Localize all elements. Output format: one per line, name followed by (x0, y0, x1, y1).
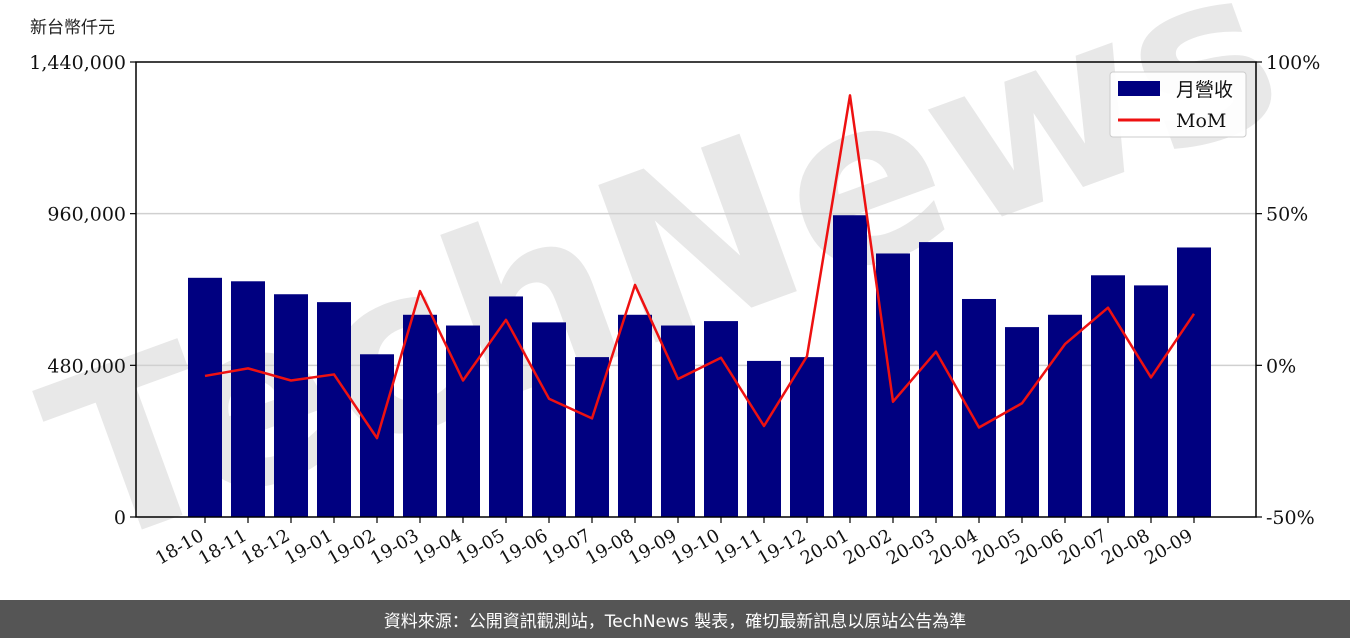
y-axis-unit-label: 新台幣仟元 (30, 18, 115, 38)
legend-bar-swatch (1118, 81, 1160, 96)
x-tick-label: 19-02 (324, 525, 379, 569)
left-tick-label: 1,440,000 (29, 52, 126, 74)
bar-19-05 (489, 296, 523, 517)
left-tick-label: 480,000 (47, 355, 126, 377)
bar-20-07 (1091, 275, 1125, 517)
x-tick-label: 19-04 (410, 525, 465, 569)
right-y-ticks: -50% 0% 50% 100% (1256, 52, 1320, 529)
bar-19-10 (704, 321, 738, 517)
x-tick-label: 20-02 (840, 525, 895, 569)
bar-20-02 (876, 253, 910, 517)
right-tick-label: 100% (1266, 52, 1320, 74)
left-tick-label: 960,000 (47, 204, 126, 226)
x-tick-label: 20-08 (1098, 525, 1153, 569)
x-tick-label: 19-10 (668, 525, 723, 569)
bar-20-09 (1177, 247, 1211, 517)
x-tick-label: 20-07 (1055, 525, 1110, 569)
x-tick-label: 20-06 (1012, 525, 1067, 569)
x-tick-label: 19-05 (453, 525, 508, 569)
axes (135, 61, 1257, 518)
x-tick-label: 20-01 (797, 525, 852, 569)
right-tick-label: -50% (1266, 507, 1315, 529)
mom-line (204, 94, 1196, 440)
bar-18-12 (274, 294, 308, 517)
left-y-ticks: 0 480,000 960,000 1,440,000 (29, 52, 136, 529)
x-tick-label: 19-11 (711, 525, 766, 569)
bar-19-08 (618, 314, 652, 517)
bar-19-12 (790, 357, 824, 517)
revenue-chart: TechNews 新台幣仟元 0480,000960,0001,440,000 … (16, 0, 1320, 600)
legend: 月營收 MoM (1109, 71, 1247, 138)
bar-20-05 (1005, 327, 1039, 517)
x-tick-label: 19-12 (754, 525, 809, 569)
bar-19-03 (403, 314, 437, 517)
x-tick-label: 20-09 (1141, 525, 1196, 569)
left-tick-label: 0 (114, 507, 126, 529)
x-tick-label: 20-05 (969, 525, 1024, 569)
bar-20-08 (1134, 285, 1168, 517)
bar-20-06 (1048, 314, 1082, 517)
source-footer: 資料來源：公開資訊觀測站，TechNews 製表，確切最新訊息以原站公告為準 (0, 600, 1350, 638)
x-tick-label: 19-03 (367, 525, 422, 569)
legend-line-label: MoM (1176, 110, 1226, 132)
bar-19-06 (532, 322, 566, 517)
bar-19-01 (317, 302, 351, 517)
bar-series (188, 215, 1211, 517)
bar-18-10 (188, 277, 222, 517)
bar-20-01 (833, 215, 867, 517)
bar-18-11 (231, 281, 265, 517)
plot-frame (135, 61, 1257, 518)
bar-19-09 (661, 325, 695, 517)
x-tick-label: 19-09 (625, 525, 680, 569)
legend-bar-label: 月營收 (1176, 79, 1233, 101)
x-tick-label: 20-03 (883, 525, 938, 569)
x-tick-label: 19-06 (496, 525, 551, 569)
line-series (204, 94, 1196, 440)
x-tick-label: 19-07 (539, 525, 594, 569)
bar-19-11 (747, 360, 781, 517)
x-tick-label: 20-04 (926, 525, 981, 569)
bar-20-03 (919, 242, 953, 517)
x-tick-label: 19-08 (582, 525, 637, 569)
right-tick-label: 50% (1266, 204, 1308, 226)
right-tick-label: 0% (1266, 355, 1296, 377)
